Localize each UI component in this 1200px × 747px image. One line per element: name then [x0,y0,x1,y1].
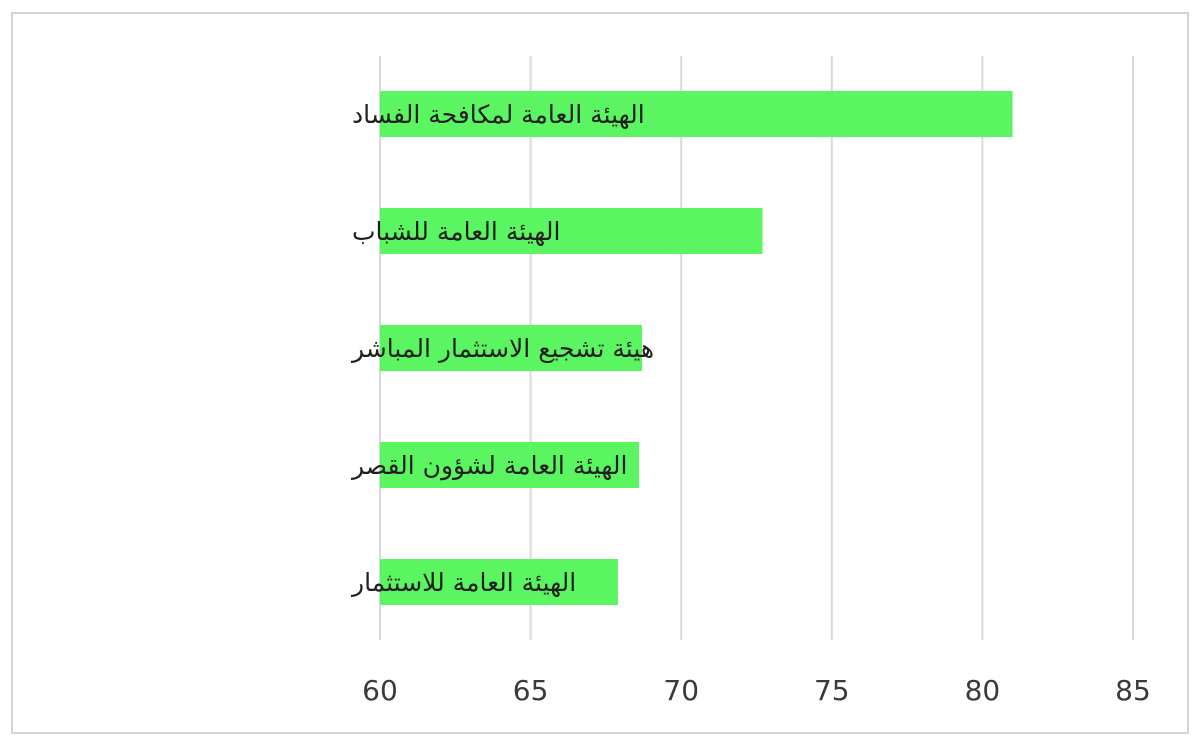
category-label: الهيئة العامة لشؤون القصر [350,451,627,481]
bar [380,325,643,371]
bar [380,559,618,605]
x-tick-label: 70 [663,674,699,707]
x-tick-label: 85 [1115,674,1151,707]
bar [380,91,1013,137]
bar [380,442,640,488]
x-tick-label: 75 [814,674,850,707]
x-tick-label: 80 [965,674,1001,707]
bar [380,208,763,254]
x-tick-label: 65 [513,674,549,707]
category-label: الهيئة العامة لمكافحة الفساد [352,100,645,130]
category-label: هيئة تشجيع الاستثمار المباشر [350,334,654,364]
x-tick-label: 60 [362,674,398,707]
category-label: الهيئة العامة للاستثمار [350,568,576,598]
category-label: الهيئة العامة للشباب [352,217,560,247]
